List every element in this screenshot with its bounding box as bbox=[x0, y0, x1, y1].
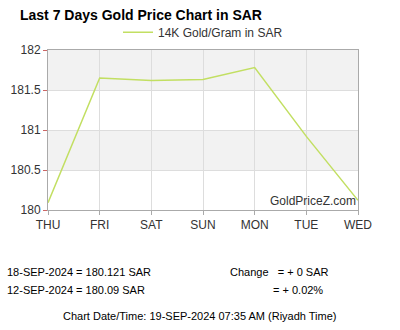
svg-text:FRI: FRI bbox=[90, 218, 109, 232]
svg-text:SAT: SAT bbox=[140, 218, 163, 232]
svg-text:Chart Date/Time: 19-SEP-2024 0: Chart Date/Time: 19-SEP-2024 07:35 AM (R… bbox=[63, 310, 337, 322]
svg-text:GoldPriceZ.com: GoldPriceZ.com bbox=[270, 194, 356, 208]
svg-text:180: 180 bbox=[21, 203, 41, 217]
svg-text:WED: WED bbox=[344, 218, 372, 232]
svg-text:14K Gold/Gram in SAR: 14K Gold/Gram in SAR bbox=[158, 26, 282, 40]
svg-text:MON: MON bbox=[241, 218, 269, 232]
svg-text:18-SEP-2024 = 180.121 SAR: 18-SEP-2024 = 180.121 SAR bbox=[7, 266, 151, 278]
svg-text:TUE: TUE bbox=[294, 218, 318, 232]
svg-text:THU: THU bbox=[36, 218, 61, 232]
svg-text:182: 182 bbox=[21, 43, 41, 57]
svg-text:= + 0.02%: = + 0.02% bbox=[273, 284, 323, 296]
svg-text:SUN: SUN bbox=[190, 218, 215, 232]
svg-text:12-SEP-2024 = 180.09 SAR: 12-SEP-2024 = 180.09 SAR bbox=[7, 284, 145, 296]
svg-text:180.5: 180.5 bbox=[11, 163, 41, 177]
svg-text:Last 7 Days Gold Price Chart i: Last 7 Days Gold Price Chart in SAR bbox=[20, 7, 262, 23]
svg-text:181.5: 181.5 bbox=[11, 83, 41, 97]
svg-text:Change = + 0 SAR: Change = + 0 SAR bbox=[230, 266, 329, 278]
svg-text:181: 181 bbox=[21, 123, 41, 137]
